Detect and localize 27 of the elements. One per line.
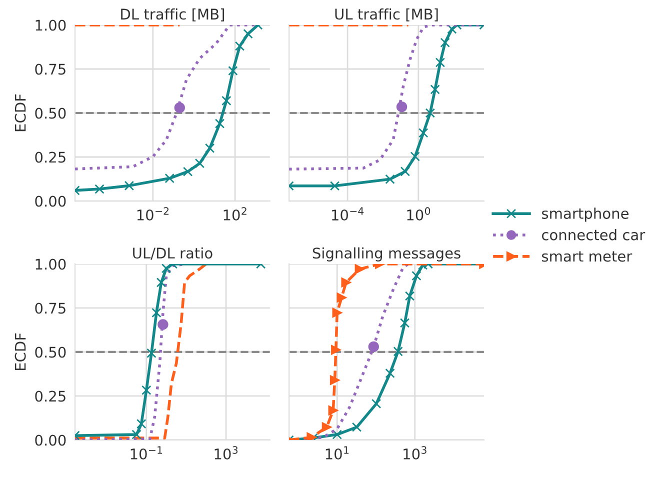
x-tick-label: 10$^{−2}$: [137, 207, 169, 221]
x-tick-label: 10$^{3}$: [214, 446, 238, 460]
x-tick-label: 10$^{−4}$: [332, 207, 364, 221]
y-tick-label: 0.75: [35, 302, 66, 314]
chart-title: Signalling messages: [312, 247, 460, 262]
legend-label: smartphone: [542, 208, 629, 222]
x-tick-label: 10$^{−1}$: [130, 446, 162, 460]
y-axis-title: ECDF: [14, 333, 26, 370]
y-axis-title: ECDF: [14, 94, 26, 132]
chart-title: UL traffic [MB]: [335, 8, 438, 22]
legend-label: smart meter: [542, 251, 632, 262]
x-tick-label: 10$^{3}$: [404, 446, 426, 460]
y-tick-label: 0.00: [35, 196, 66, 207]
y-tick-label: 0.50: [35, 346, 66, 358]
y-tick-label: 1.00: [36, 258, 66, 270]
y-tick-label: 0.50: [35, 108, 66, 119]
y-tick-label: 0.00: [35, 434, 66, 446]
y-tick-label: 0.25: [35, 390, 66, 402]
x-tick-label: 10$^{1}$: [326, 446, 349, 460]
x-tick-label: 10$^{0}$: [407, 207, 430, 221]
y-tick-label: 1.00: [36, 20, 66, 31]
chart-title: DL traffic [MB]: [121, 8, 224, 22]
y-tick-label: 0.25: [35, 152, 66, 163]
chart-title: UL/DL ratio: [133, 247, 212, 260]
x-tick-label: 10$^{2}$: [224, 207, 246, 221]
y-tick-label: 0.75: [35, 64, 66, 75]
legend-label: connected car: [542, 229, 646, 240]
